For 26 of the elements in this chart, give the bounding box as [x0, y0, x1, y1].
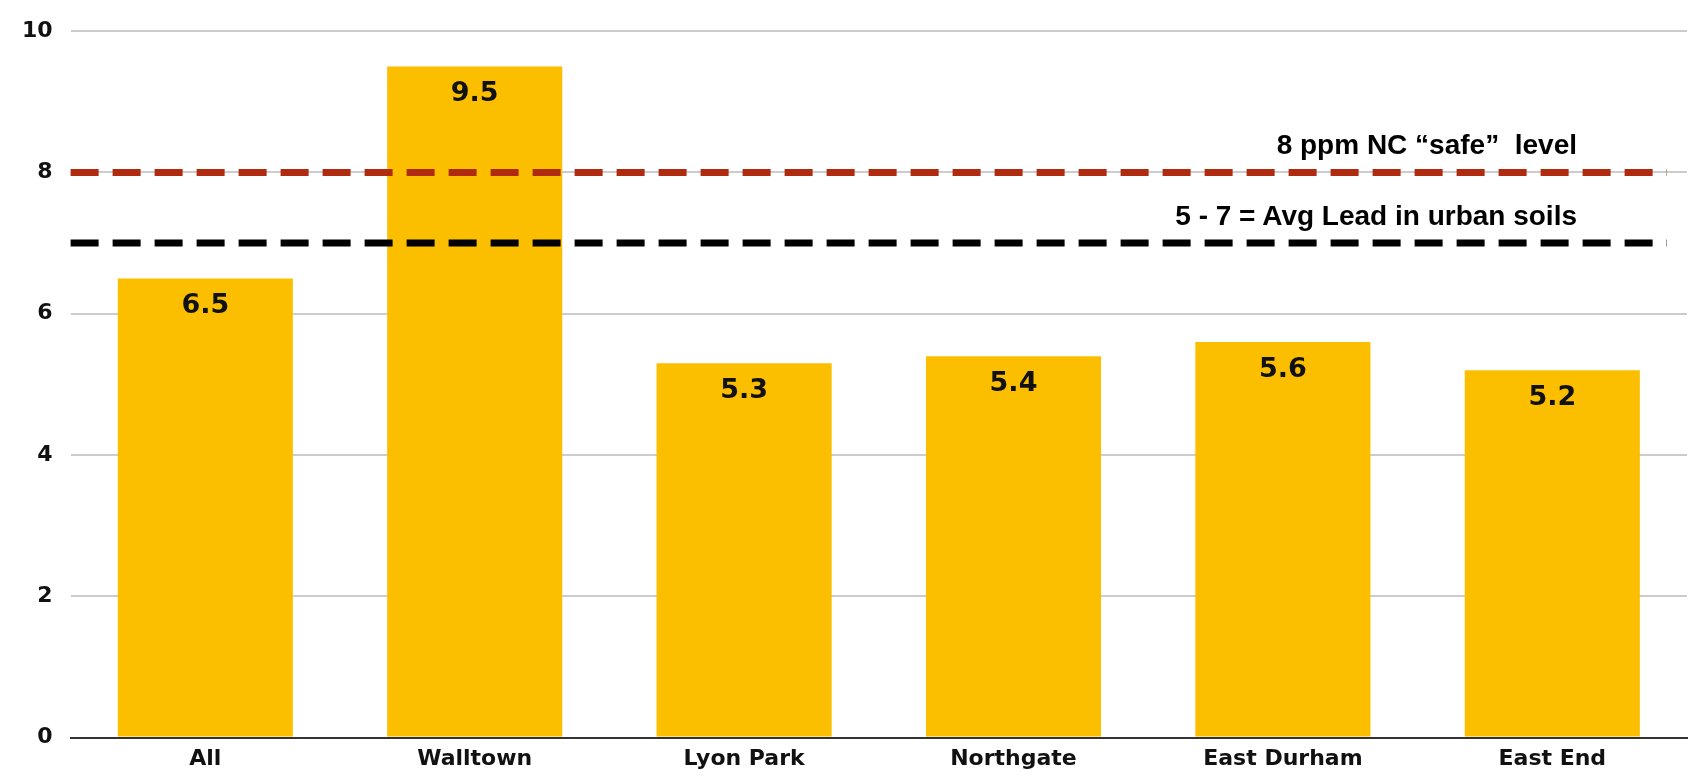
data-label: 5.3: [720, 372, 769, 404]
x-tick-label: East Durham: [1203, 744, 1363, 770]
data-label: 5.4: [989, 365, 1038, 397]
ref-line-label: 5 - 7 = Avg Lead in urban soils: [1175, 199, 1577, 231]
data-label: 5.6: [1258, 351, 1307, 383]
bar: [1464, 370, 1640, 737]
y-tick-label: 0: [37, 723, 53, 749]
bar: [387, 66, 563, 737]
x-tick-label: Walltown: [417, 744, 533, 770]
y-tick-label: 4: [37, 440, 53, 466]
x-tick-label: East End: [1498, 744, 1607, 770]
data-label: 6.5: [181, 287, 230, 319]
bar: [117, 278, 293, 737]
y-tick-label: 8: [37, 158, 53, 184]
y-tick-label: 2: [37, 582, 53, 608]
y-tick-label: 6: [37, 299, 53, 325]
x-tick-label: All: [189, 744, 222, 770]
bar: [656, 363, 832, 737]
data-label: 9.5: [450, 76, 499, 108]
ref-line-label: 8 ppm NC “safe” level: [1276, 129, 1577, 161]
x-tick-label: Lyon Park: [683, 744, 807, 770]
bar: [1195, 342, 1371, 737]
x-tick-label: Northgate: [950, 744, 1077, 770]
y-tick-label: 10: [21, 16, 53, 42]
bar: [925, 356, 1102, 737]
data-label: 5.2: [1528, 379, 1577, 411]
